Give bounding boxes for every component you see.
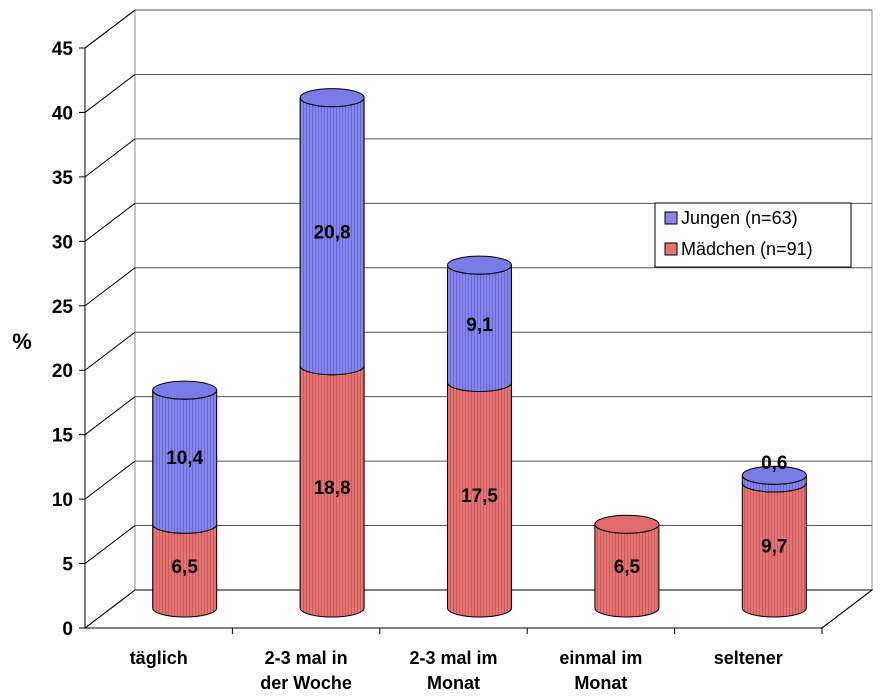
y-tick-label: 10: [52, 490, 73, 511]
x-category-label: 2-3 mal im: [409, 648, 497, 668]
gridline-side: [84, 396, 136, 436]
legend-box: [654, 202, 852, 268]
gridline-side: [84, 331, 136, 371]
data-label: 9,1: [466, 315, 493, 336]
legend-swatch-maedchen: [664, 242, 678, 256]
x-category-label: täglich: [130, 648, 188, 668]
x-category-label: Monat: [427, 673, 480, 693]
data-label: 17,5: [461, 486, 498, 507]
x-category-label: Monat: [574, 673, 627, 693]
data-label: 6,5: [171, 557, 198, 578]
gridline-side: [84, 138, 136, 178]
legend-label-jungen: Jungen (n=63): [681, 208, 798, 228]
data-label: 6,5: [614, 557, 641, 578]
bar-top-cap: [741, 465, 807, 485]
y-axis-label: %: [12, 329, 32, 354]
legend: Jungen (n=63) Mädchen (n=91): [654, 202, 852, 268]
x-category-label: einmal im: [559, 648, 642, 668]
y-tick-label: 20: [52, 361, 73, 382]
y-tick-label: 15: [52, 426, 74, 447]
y-tick-label: 5: [62, 555, 73, 576]
gridline-side: [84, 74, 136, 113]
x-category-label: seltener: [714, 648, 783, 668]
data-label: 10,4: [166, 448, 203, 469]
y-tick-label: 0: [62, 619, 73, 640]
x-axis-categories: täglich 2-3 mal in der Woche 2-3 mal im Mona…: [130, 628, 823, 693]
data-labels: 6,5 10,4 18,8 20,8 17,5 9,1 6,5 9,7 0,6: [166, 223, 787, 578]
gridline-side: [84, 267, 136, 307]
y-tick-label: 25: [52, 297, 74, 318]
y-tick-label: 30: [52, 232, 73, 253]
data-label: 20,8: [314, 223, 351, 244]
legend-swatch-jungen: [664, 211, 678, 225]
y-tick-label: 40: [52, 103, 73, 124]
y-tick-label: 35: [52, 168, 74, 189]
gridline-side: [84, 460, 136, 500]
bar-top-cap: [152, 380, 218, 400]
y-tick-label: 45: [52, 39, 74, 60]
side-wall: [84, 8, 136, 630]
legend-label-maedchen: Mädchen (n=91): [681, 239, 813, 259]
data-label: 0,6: [761, 453, 787, 474]
bar-top-cap: [447, 255, 512, 275]
bar-top-cap: [594, 514, 660, 534]
data-label: 9,7: [761, 536, 787, 557]
gridline-side: [84, 202, 136, 242]
bar-top-cap: [299, 88, 365, 108]
gridline-side: [84, 9, 136, 49]
bars: [152, 88, 807, 618]
x-category-label: 2-3 mal in: [265, 648, 348, 668]
data-label: 18,8: [314, 478, 351, 499]
gridline-side: [84, 525, 136, 564]
floor-edge: [821, 589, 873, 629]
y-axis-ticks: 0 5 10 15 20 25 30 35 40 45: [52, 39, 86, 640]
x-category-label: der Woche: [260, 673, 352, 693]
